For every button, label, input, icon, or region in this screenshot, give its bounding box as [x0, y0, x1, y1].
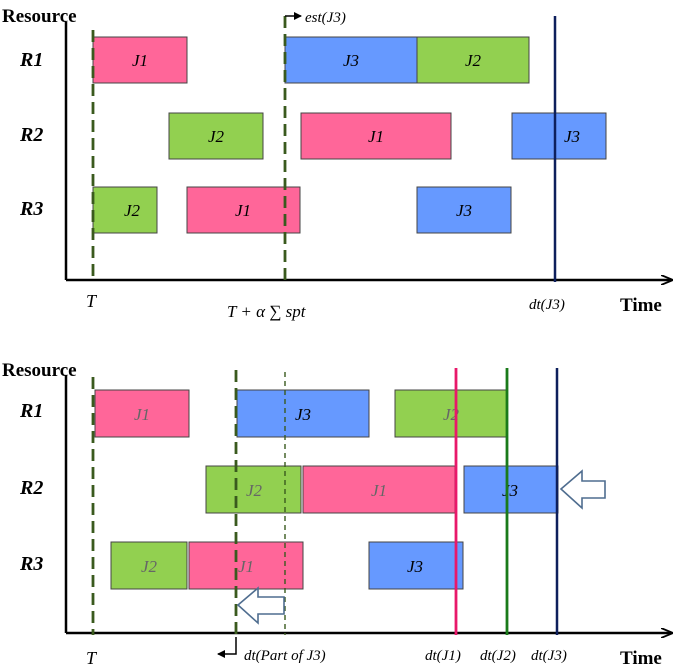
bottom-bar-r1-j2: J2: [394, 389, 508, 438]
bottom-bar-label: J3: [407, 557, 423, 576]
top-bar-r3-j2: J2: [92, 186, 158, 234]
top-bar-r3-j1: J1: [186, 186, 301, 234]
top-bar-r1-j3: J3: [284, 36, 418, 84]
top-formula-label: T + α ∑ spt: [227, 302, 307, 321]
bottom-bar-label: J1: [134, 405, 150, 424]
bottom-bar-label: J1: [238, 557, 254, 576]
bottom-bar-r1-j1: J1: [94, 389, 190, 438]
top-panel: Resource Time R1 R2 R3 J1 J3 J2 J2 J1 J: [2, 6, 672, 321]
top-row-label-r1: R1: [19, 49, 43, 71]
bottom-dt-part-label: dt(Part of J3): [244, 648, 326, 664]
bottom-bar-r1-j3: J3: [236, 389, 370, 438]
top-bar-label: J1: [132, 51, 148, 70]
top-x-axis-label: Time: [620, 295, 662, 316]
top-bar-label: J1: [235, 201, 251, 220]
top-bar-r1-j2: J2: [416, 36, 530, 84]
top-y-axis-label: Resource: [2, 6, 77, 27]
bottom-bar-r2-j3: J3: [463, 465, 559, 514]
bottom-t-label: T: [86, 648, 98, 668]
top-bar-label: J3: [343, 51, 359, 70]
bottom-bar-r2-j1: J1: [302, 465, 456, 514]
top-bar-r1-j1: J1: [92, 36, 188, 84]
left-block-arrow-icon: [236, 586, 285, 625]
bottom-bar-label: J2: [141, 557, 158, 576]
bottom-bar-label: J1: [371, 481, 387, 500]
bottom-dt-j2-label: dt(J2): [480, 648, 516, 664]
bottom-row-label-r2: R2: [19, 477, 43, 499]
top-bar-r2-j2: J2: [168, 112, 264, 160]
bottom-bar-r3-j3: J3: [368, 541, 464, 590]
top-bar-label: J2: [124, 201, 141, 220]
bottom-dt-part-arrow: [217, 637, 237, 658]
bottom-row-label-r1: R1: [19, 400, 43, 422]
bottom-dt-j1-label: dt(J1): [425, 648, 461, 664]
top-bar-label: J3: [564, 127, 580, 146]
bottom-x-axis-label: Time: [620, 648, 662, 669]
left-block-arrow-icon: [559, 469, 606, 510]
bottom-row-label-r3: R3: [19, 553, 43, 575]
bottom-panel: Resource Time R1 R2 R3 J1 J3 J2 J2 J1 J3: [2, 360, 672, 669]
top-est-label: est(J3): [305, 10, 346, 26]
bottom-bar-label: J3: [295, 405, 311, 424]
bottom-bar-r3-j2: J2: [110, 541, 188, 590]
top-dt-label: dt(J3): [529, 297, 565, 313]
top-bar-r2-j1: J1: [300, 112, 452, 160]
bottom-bar-label: J2: [246, 481, 263, 500]
top-row-label-r2: R2: [19, 124, 43, 146]
bottom-y-axis-label: Resource: [2, 360, 77, 381]
bottom-bar-label: J3: [502, 481, 518, 500]
top-bar-label: J2: [465, 51, 482, 70]
bottom-bar-r3-j1: J1: [188, 541, 304, 590]
top-t-label: T: [86, 291, 98, 311]
bottom-dt-j3-label: dt(J3): [531, 648, 567, 664]
top-bar-r3-j3: J3: [416, 186, 512, 234]
top-row-label-r3: R3: [19, 198, 43, 220]
top-bar-label: J3: [456, 201, 472, 220]
top-bar-label: J1: [368, 127, 384, 146]
top-bar-label: J2: [208, 127, 225, 146]
bottom-bar-r2-j2: J2: [205, 465, 302, 514]
top-bar-r2-j3: J3: [511, 112, 607, 160]
